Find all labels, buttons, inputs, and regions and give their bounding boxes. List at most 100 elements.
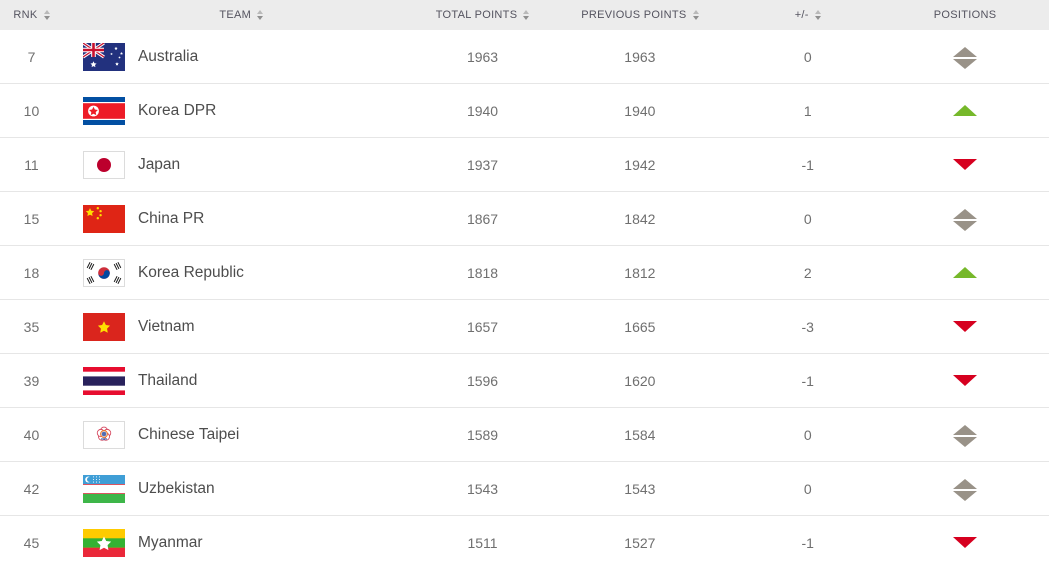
sort-icon [257, 10, 264, 20]
table-row[interactable]: 40 Chinese Taipei 1589 1584 0 [0, 407, 1049, 462]
total-points-value: 1511 [419, 515, 546, 569]
rank-value: 42 [0, 461, 63, 516]
table-row[interactable]: 35 Vietnam 1657 1665 -3 [0, 299, 1049, 354]
rank-value: 15 [0, 191, 63, 246]
previous-points-value: 1940 [545, 83, 735, 138]
position-change-up-icon [953, 104, 978, 116]
rank-value: 10 [0, 83, 63, 138]
previous-points-value: 1842 [545, 191, 735, 246]
flag-japan-icon [82, 150, 125, 179]
table-row[interactable]: 45 Myanmar 1511 1527 -1 [0, 515, 1049, 569]
team-name[interactable]: Vietnam [137, 317, 195, 335]
team-name[interactable]: Thailand [137, 371, 198, 389]
column-header-total-points[interactable]: TOTAL POINTS [420, 0, 546, 30]
table-row[interactable]: 39 Thailand 1596 1620 -1 [0, 353, 1049, 408]
rank-value: 45 [0, 515, 63, 569]
previous-points-value: 1543 [545, 461, 735, 516]
column-label: RNK [13, 9, 38, 21]
total-points-value: 1867 [419, 191, 546, 246]
plus-minus-value: -3 [734, 299, 882, 354]
sort-icon [692, 10, 699, 20]
team-name[interactable]: Japan [137, 155, 181, 173]
plus-minus-value: 0 [734, 461, 882, 516]
column-label: PREVIOUS POINTS [581, 9, 687, 21]
total-points-value: 1937 [419, 137, 546, 192]
column-header-team[interactable]: TEAM [63, 0, 420, 30]
team-name[interactable]: China PR [137, 209, 205, 227]
team-name[interactable]: Korea Republic [137, 263, 244, 281]
position-change-down-icon [953, 320, 978, 332]
column-label: POSITIONS [933, 9, 997, 21]
total-points-value: 1589 [419, 407, 546, 462]
position-change-down-icon [953, 536, 978, 548]
previous-points-value: 1584 [545, 407, 735, 462]
total-points-value: 1596 [419, 353, 546, 408]
position-change-same-icon [953, 479, 978, 501]
flag-australia-icon [82, 42, 125, 71]
position-change-down-icon [953, 374, 978, 386]
table-row[interactable]: 11 Japan 1937 1942 -1 [0, 137, 1049, 192]
sort-icon [814, 10, 821, 20]
flag-myanmar-icon [82, 528, 125, 557]
total-points-value: 1940 [419, 83, 546, 138]
flag-korea-republic-icon [82, 258, 125, 287]
rank-value: 7 [0, 30, 63, 84]
rank-value: 18 [0, 245, 63, 300]
team-name[interactable]: Chinese Taipei [137, 425, 240, 443]
rank-value: 11 [0, 137, 63, 192]
column-label: TOTAL POINTS [435, 9, 518, 21]
sort-icon [43, 10, 50, 20]
previous-points-value: 1812 [545, 245, 735, 300]
plus-minus-value: 1 [734, 83, 882, 138]
column-label: TEAM [219, 9, 252, 21]
plus-minus-value: 0 [734, 191, 882, 246]
column-header-rnk[interactable]: RNK [0, 0, 63, 30]
team-name[interactable]: Australia [137, 47, 199, 65]
previous-points-value: 1527 [545, 515, 735, 569]
total-points-value: 1543 [419, 461, 546, 516]
table-row[interactable]: 7 Australia 1963 1963 0 [0, 30, 1049, 84]
flag-thailand-icon [82, 366, 125, 395]
plus-minus-value: -1 [734, 353, 882, 408]
flag-uzbekistan-icon [82, 474, 125, 503]
table-row[interactable]: 10 Korea DPR 1940 1940 1 [0, 83, 1049, 138]
sort-icon [523, 10, 530, 20]
column-header-positions: POSITIONS [881, 0, 1049, 30]
table-row[interactable]: 15 China PR 1867 1842 0 [0, 191, 1049, 246]
flag-korea-dpr-icon [82, 96, 125, 125]
plus-minus-value: -1 [734, 515, 882, 569]
table-header-row: RNK TEAM TOTAL POINTS PREVIOUS POINTS +/… [0, 0, 1049, 30]
previous-points-value: 1620 [545, 353, 735, 408]
previous-points-value: 1963 [545, 30, 735, 84]
previous-points-value: 1665 [545, 299, 735, 354]
team-name[interactable]: Uzbekistan [137, 479, 215, 497]
flag-chinese-taipei-icon [82, 420, 125, 449]
plus-minus-value: 0 [734, 407, 882, 462]
team-name[interactable]: Korea DPR [137, 101, 217, 119]
position-change-same-icon [953, 209, 978, 231]
plus-minus-value: 2 [734, 245, 882, 300]
column-header-previous-points[interactable]: PREVIOUS POINTS [545, 0, 734, 30]
rank-value: 35 [0, 299, 63, 354]
team-name[interactable]: Myanmar [137, 533, 203, 551]
total-points-value: 1963 [419, 30, 546, 84]
position-change-same-icon [953, 425, 978, 447]
plus-minus-value: -1 [734, 137, 882, 192]
column-label: +/- [794, 9, 809, 21]
previous-points-value: 1942 [545, 137, 735, 192]
table-row[interactable]: 42 Uzbekistan 1543 1543 0 [0, 461, 1049, 516]
position-change-same-icon [953, 47, 978, 69]
plus-minus-value: 0 [734, 30, 882, 84]
rank-value: 40 [0, 407, 63, 462]
position-change-up-icon [953, 266, 978, 278]
total-points-value: 1657 [419, 299, 546, 354]
flag-vietnam-icon [82, 312, 125, 341]
rank-value: 39 [0, 353, 63, 408]
column-header-plus-minus[interactable]: +/- [734, 0, 881, 30]
position-change-down-icon [953, 158, 978, 170]
total-points-value: 1818 [419, 245, 546, 300]
flag-china-pr-icon [82, 204, 125, 233]
table-row[interactable]: 18 Korea Republic 1818 1812 2 [0, 245, 1049, 300]
